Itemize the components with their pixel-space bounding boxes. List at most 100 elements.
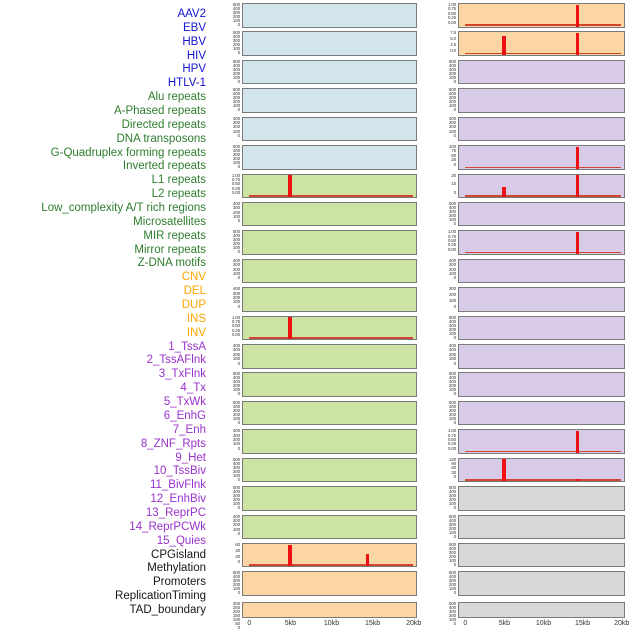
- track-panel: [458, 486, 625, 511]
- y-tick-label: 0.25: [447, 15, 456, 21]
- y-tick-label: 0.50: [447, 10, 456, 16]
- track-panel: [458, 344, 625, 369]
- y-tick-label: 400: [448, 343, 456, 349]
- y-tick-label: 200: [448, 525, 456, 531]
- y-axis-ticks: 500 400 300 200 100 0: [206, 372, 240, 397]
- track-panel: [458, 3, 625, 28]
- y-tick-label: 400: [448, 604, 456, 610]
- y-tick-label: 200: [232, 70, 240, 76]
- y-tick-label: 200: [448, 612, 456, 618]
- y-tick-label: 200: [448, 326, 456, 332]
- y-tick-label: 100: [232, 128, 240, 134]
- y-tick-label: 0.75: [231, 176, 240, 182]
- y-tick-label: 400: [232, 200, 240, 206]
- y-tick-label: 0: [237, 360, 241, 366]
- data-spike: [575, 33, 580, 55]
- data-spike: [575, 479, 580, 482]
- y-tick-label: 5.0: [450, 36, 456, 42]
- y-tick-label: 0: [453, 334, 457, 340]
- track-label: HPV: [182, 63, 206, 76]
- track-label: L2 repeats: [151, 188, 206, 201]
- y-axis-ticks: 400 300 200 100 0: [422, 116, 456, 139]
- y-tick-label: 200: [232, 351, 240, 357]
- y-axis-ticks: 100 75 50 25 0: [422, 144, 457, 167]
- y-axis-ticks: 400 300 200 100 0: [206, 258, 240, 281]
- y-tick-label: 0: [453, 190, 457, 196]
- y-axis-ticks: 500 400 300 200 100 0: [422, 601, 456, 626]
- data-spike: [365, 554, 370, 567]
- x-tick-label: 15kb: [575, 620, 591, 627]
- data-spike: [288, 317, 292, 340]
- track-panel: [458, 457, 625, 483]
- track-label: 3_TxFlnk: [158, 368, 206, 381]
- y-tick-label: 500: [448, 399, 456, 405]
- track-panel: [458, 571, 625, 596]
- y-tick-label: 0: [237, 531, 241, 537]
- y-tick-label: 0: [237, 164, 241, 170]
- y-tick-label: 100: [232, 441, 240, 447]
- track-label: Mirror repeats: [134, 243, 206, 256]
- y-tick-label: 200: [448, 70, 456, 76]
- y-axis-ticks: 300 200 100 0: [422, 286, 456, 309]
- baseline-marker: [249, 194, 414, 197]
- y-tick-label: 200: [448, 124, 456, 130]
- y-tick-label: 200: [448, 497, 456, 503]
- y-tick-label: 0: [453, 161, 457, 167]
- track-panel: [242, 571, 417, 596]
- y-tick-label: 400: [232, 233, 240, 239]
- y-tick-label: 300: [448, 286, 456, 292]
- y-tick-label: 500: [232, 399, 240, 405]
- y-tick-label: 0: [237, 445, 241, 451]
- y-tick-label: 100: [232, 160, 240, 166]
- y-axis-ticks: 400 300 200 100 0: [206, 514, 241, 537]
- y-tick-label: 400: [448, 257, 456, 263]
- y-tick-label: 20: [451, 172, 456, 178]
- y-tick-label: 100: [448, 529, 456, 535]
- y-tick-label: 100: [448, 501, 456, 507]
- track-label: HIV: [186, 49, 206, 62]
- y-tick-label: 0: [453, 391, 457, 397]
- y-axis-ticks: 500 400 300 200 100 0: [422, 571, 456, 596]
- y-tick-label: 300: [448, 347, 456, 353]
- y-tick-label: 0.75: [447, 432, 456, 438]
- track-panel: [458, 372, 625, 397]
- y-axis-ticks: 1.00 0.75 0.50 0.25 0.00: [422, 428, 456, 451]
- y-tick-label: 100: [448, 128, 456, 134]
- track-label: 10_TssBiv: [153, 465, 206, 478]
- y-tick-label: 0.75: [447, 233, 456, 239]
- track-panel: [458, 116, 625, 142]
- y-tick-label: 100: [232, 616, 240, 622]
- y-tick-label: 0: [237, 559, 241, 565]
- y-tick-label: 500: [448, 485, 456, 491]
- track-label: Promoters: [152, 576, 206, 589]
- y-tick-label: 300: [232, 464, 240, 470]
- track-panel: [458, 258, 625, 284]
- track-panel: [458, 514, 625, 540]
- y-tick-label: 75: [451, 148, 456, 154]
- y-axis-ticks: 400 300 200 100 0: [206, 343, 241, 366]
- y-axis-ticks: 1.00 0.75 0.50 0.25 0.00: [422, 2, 456, 25]
- track-panel: [458, 287, 625, 312]
- track-panel: [242, 514, 417, 540]
- y-tick-label: 300: [232, 10, 240, 15]
- track-label: HTLV-1: [167, 77, 206, 90]
- y-tick-label: 0: [237, 303, 241, 309]
- y-tick-label: 0: [237, 78, 241, 84]
- y-tick-label: 100: [232, 74, 240, 80]
- y-tick-label: 400: [232, 428, 240, 434]
- y-axis-ticks: 1.00 0.75 0.50 0.25 0.00: [206, 173, 240, 196]
- track-label: L1 repeats: [151, 174, 206, 187]
- y-axis-ticks: 300 250 200 150 100 50 0: [206, 601, 240, 630]
- y-tick-label: 500: [232, 144, 240, 150]
- y-tick-label: 300: [232, 120, 240, 126]
- data-spike: [288, 175, 292, 198]
- y-axis-ticks: 500 400 300 200 100 0: [206, 144, 241, 170]
- y-axis-ticks: 20 10 0: [422, 172, 457, 196]
- y-tick-label: 0.25: [447, 242, 456, 248]
- y-tick-label: 300: [448, 120, 456, 126]
- y-tick-label: 40: [235, 547, 240, 553]
- track-label: 9_Het: [175, 451, 206, 464]
- y-tick-label: 0: [237, 22, 241, 27]
- track-panel: [458, 542, 625, 568]
- y-axis-ticks: 500 400 300 200 100 0: [206, 230, 240, 255]
